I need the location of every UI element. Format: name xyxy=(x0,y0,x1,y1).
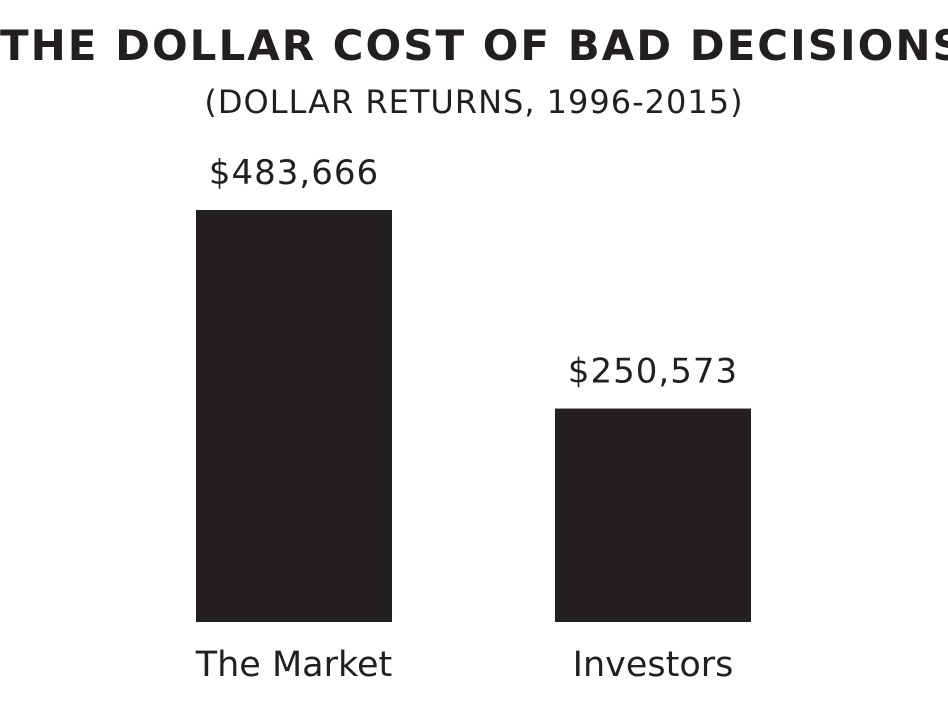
bar-value-label-0: $483,666 xyxy=(209,153,379,193)
category-label-0: The Market xyxy=(195,645,393,685)
bar-value-label-1: $250,573 xyxy=(568,352,738,392)
chart-subtitle: (DOLLAR RETURNS, 1996-2015) xyxy=(204,83,744,121)
category-label-1: Investors xyxy=(573,645,734,685)
chart-title: THE DOLLAR COST OF BAD DECISIONS xyxy=(0,21,948,70)
bar-0 xyxy=(196,210,392,622)
bar-1 xyxy=(555,408,751,622)
